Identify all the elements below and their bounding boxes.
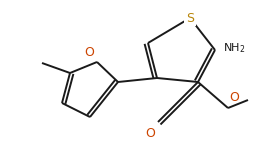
Text: O: O bbox=[145, 127, 155, 140]
Text: O: O bbox=[229, 91, 239, 104]
Text: S: S bbox=[186, 11, 194, 24]
Text: O: O bbox=[84, 46, 94, 59]
Text: NH$_2$: NH$_2$ bbox=[223, 41, 246, 55]
